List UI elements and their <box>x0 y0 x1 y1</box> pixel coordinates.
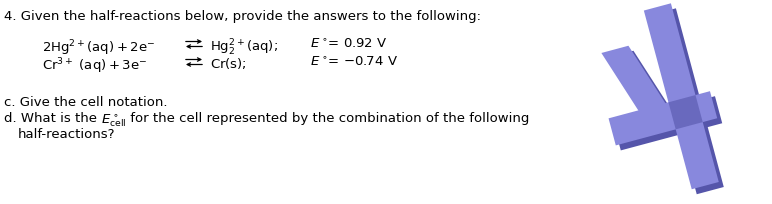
Text: half-reactions?: half-reactions? <box>18 127 116 140</box>
Text: $E^\circ\!\!=\, {-0.74}\ \mathrm{V}$: $E^\circ\!\!=\, {-0.74}\ \mathrm{V}$ <box>310 56 398 69</box>
Polygon shape <box>614 97 723 151</box>
Text: for the cell represented by the combination of the following: for the cell represented by the combinat… <box>126 111 530 124</box>
Text: $E^\circ_{\mathrm{cell}}$: $E^\circ_{\mathrm{cell}}$ <box>101 111 127 128</box>
Text: $\mathregular{2Hg^{2+}(aq) + 2e^{-}}$: $\mathregular{2Hg^{2+}(aq) + 2e^{-}}$ <box>42 38 155 57</box>
Polygon shape <box>644 4 719 189</box>
Text: $\mathregular{Hg_2^{2+}(aq);}$: $\mathregular{Hg_2^{2+}(aq);}$ <box>210 38 278 58</box>
Text: $E^\circ\!\!=\, 0.92\ \mathrm{V}$: $E^\circ\!\!=\, 0.92\ \mathrm{V}$ <box>310 38 388 51</box>
Polygon shape <box>606 51 676 125</box>
Polygon shape <box>648 9 724 194</box>
Polygon shape <box>608 92 717 146</box>
Text: 4. Given the half-reactions below, provide the answers to the following:: 4. Given the half-reactions below, provi… <box>4 10 481 23</box>
Text: $\mathregular{Cr(s);}$: $\mathregular{Cr(s);}$ <box>210 56 247 71</box>
Polygon shape <box>669 96 703 130</box>
Text: c. Give the cell notation.: c. Give the cell notation. <box>4 95 168 109</box>
Text: d. What is the: d. What is the <box>4 111 101 124</box>
Polygon shape <box>601 47 671 120</box>
Text: $\mathregular{Cr^{3+}\ (aq) + 3e^{-}}$: $\mathregular{Cr^{3+}\ (aq) + 3e^{-}}$ <box>42 56 147 75</box>
